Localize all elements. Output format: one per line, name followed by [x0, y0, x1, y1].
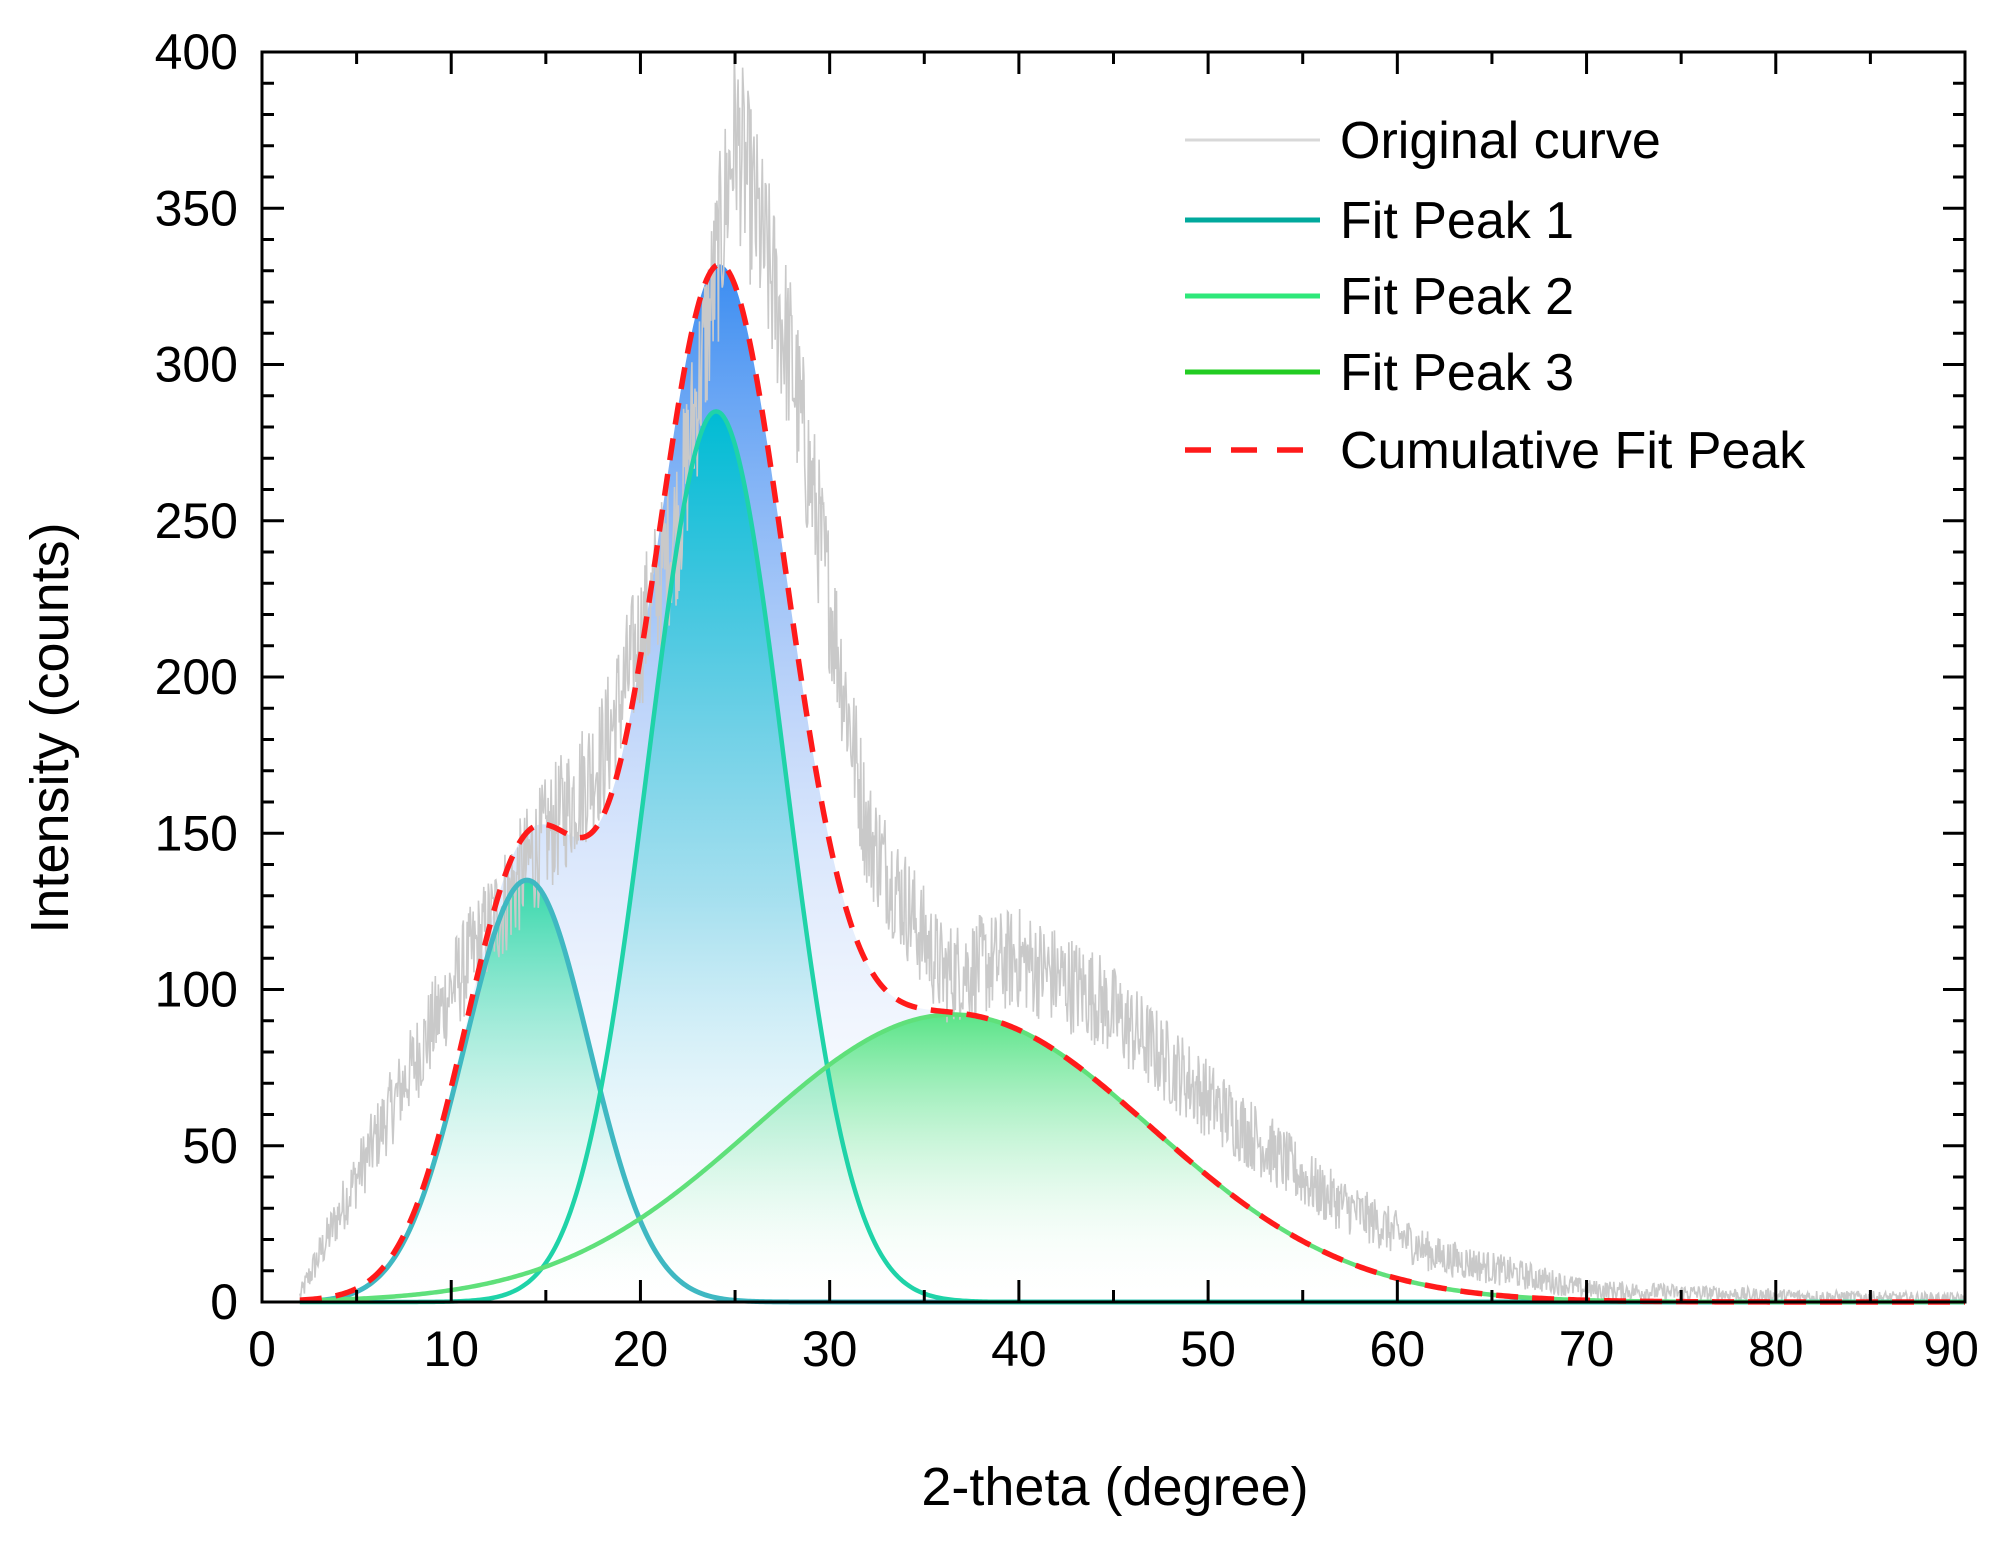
x-tick-label: 40	[991, 1321, 1047, 1377]
peak-2-fill-area	[299, 411, 1966, 1302]
x-axis-ticks: 0 10 20 30 40 50 60 70 80 90	[248, 52, 1979, 1377]
y-tick-label: 100	[155, 962, 238, 1018]
legend-label-cumulative-fit-peak: Cumulative Fit Peak	[1340, 422, 1806, 480]
x-tick-label: 60	[1370, 1321, 1426, 1377]
x-axis-title: 2-theta (degree)	[921, 1457, 1308, 1517]
x-tick-label: 90	[1923, 1321, 1979, 1377]
x-tick-label: 10	[423, 1321, 479, 1377]
peak-fills	[299, 264, 1966, 1303]
original-curve-line	[299, 51, 1966, 1305]
y-tick-label: 200	[155, 649, 238, 705]
legend-label-fit-peak-3: Fit Peak 3	[1340, 344, 1574, 402]
peak-1-fill-area	[299, 880, 1966, 1302]
x-tick-label: 30	[802, 1321, 858, 1377]
y-tick-label: 400	[155, 24, 238, 80]
y-tick-label: 0	[210, 1274, 238, 1330]
legend-label-fit-peak-1: Fit Peak 1	[1340, 192, 1574, 250]
x-tick-label: 70	[1559, 1321, 1615, 1377]
x-tick-label: 20	[613, 1321, 669, 1377]
x-tick-label: 50	[1180, 1321, 1236, 1377]
x-tick-label: 0	[248, 1321, 276, 1377]
y-tick-label: 350	[155, 180, 238, 236]
y-tick-label: 250	[155, 493, 238, 549]
y-tick-label: 150	[155, 805, 238, 861]
legend-label-fit-peak-2: Fit Peak 2	[1340, 268, 1574, 326]
y-tick-label: 300	[155, 337, 238, 393]
y-axis-title: Intensity (counts)	[20, 522, 80, 933]
x-tick-label: 80	[1748, 1321, 1804, 1377]
legend-label-original-curve: Original curve	[1340, 112, 1661, 170]
y-axis-ticks: 0 50 100 150 200 250 300 350 400	[155, 24, 1965, 1330]
legend: Original curve Fit Peak 1 Fit Peak 2 Fit…	[1185, 112, 1806, 480]
y-tick-label: 50	[182, 1118, 238, 1174]
